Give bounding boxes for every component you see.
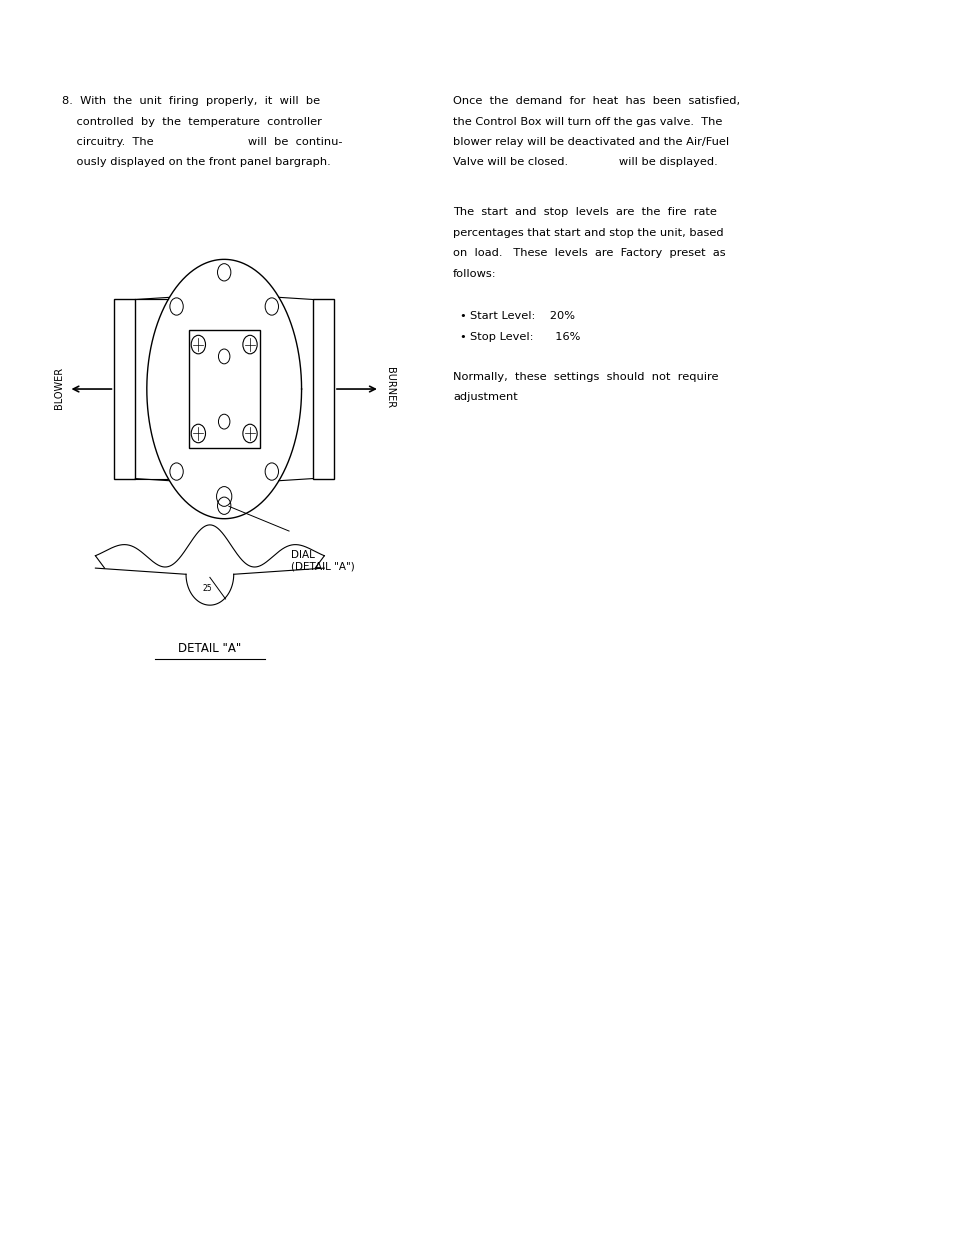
Bar [114, 300, 135, 479]
Text: Normally,  these  settings  should  not  require: Normally, these settings should not requ… [453, 372, 718, 382]
Text: DIAL
(DETAIL "A"): DIAL (DETAIL "A") [291, 550, 355, 571]
Text: BLOWER: BLOWER [53, 367, 64, 409]
Text: adjustment: adjustment [453, 391, 517, 403]
Text: ously displayed on the front panel bargraph.: ously displayed on the front panel bargr… [62, 157, 331, 168]
Text: 25: 25 [202, 584, 212, 593]
Text: the Control Box will turn off the gas valve.  The: the Control Box will turn off the gas va… [453, 117, 721, 127]
Text: controlled  by  the  temperature  controller: controlled by the temperature controller [62, 117, 321, 127]
Text: BURNER: BURNER [384, 367, 395, 409]
Text: Start Level:    20%: Start Level: 20% [470, 311, 575, 321]
Text: The  start  and  stop  levels  are  the  fire  rate: The start and stop levels are the fire r… [453, 207, 717, 217]
Text: •: • [458, 331, 465, 342]
Bar [313, 300, 334, 479]
Text: Stop Level:      16%: Stop Level: 16% [470, 331, 580, 342]
Text: circuitry.  The                          will  be  continu-: circuitry. The will be continu- [62, 137, 342, 147]
Text: 8.  With  the  unit  firing  properly,  it  will  be: 8. With the unit firing properly, it wil… [62, 96, 320, 106]
Text: follows:: follows: [453, 268, 497, 279]
Bar [189, 330, 259, 448]
Text: blower relay will be deactivated and the Air/Fuel: blower relay will be deactivated and the… [453, 137, 728, 147]
Text: Valve will be closed.              will be displayed.: Valve will be closed. will be displayed. [453, 157, 718, 168]
Text: percentages that start and stop the unit, based: percentages that start and stop the unit… [453, 227, 723, 238]
Text: Once  the  demand  for  heat  has  been  satisfied,: Once the demand for heat has been satisf… [453, 96, 740, 106]
Text: on  load.   These  levels  are  Factory  preset  as: on load. These levels are Factory preset… [453, 248, 725, 258]
Text: •: • [458, 311, 465, 321]
Text: DETAIL "A": DETAIL "A" [178, 642, 241, 656]
